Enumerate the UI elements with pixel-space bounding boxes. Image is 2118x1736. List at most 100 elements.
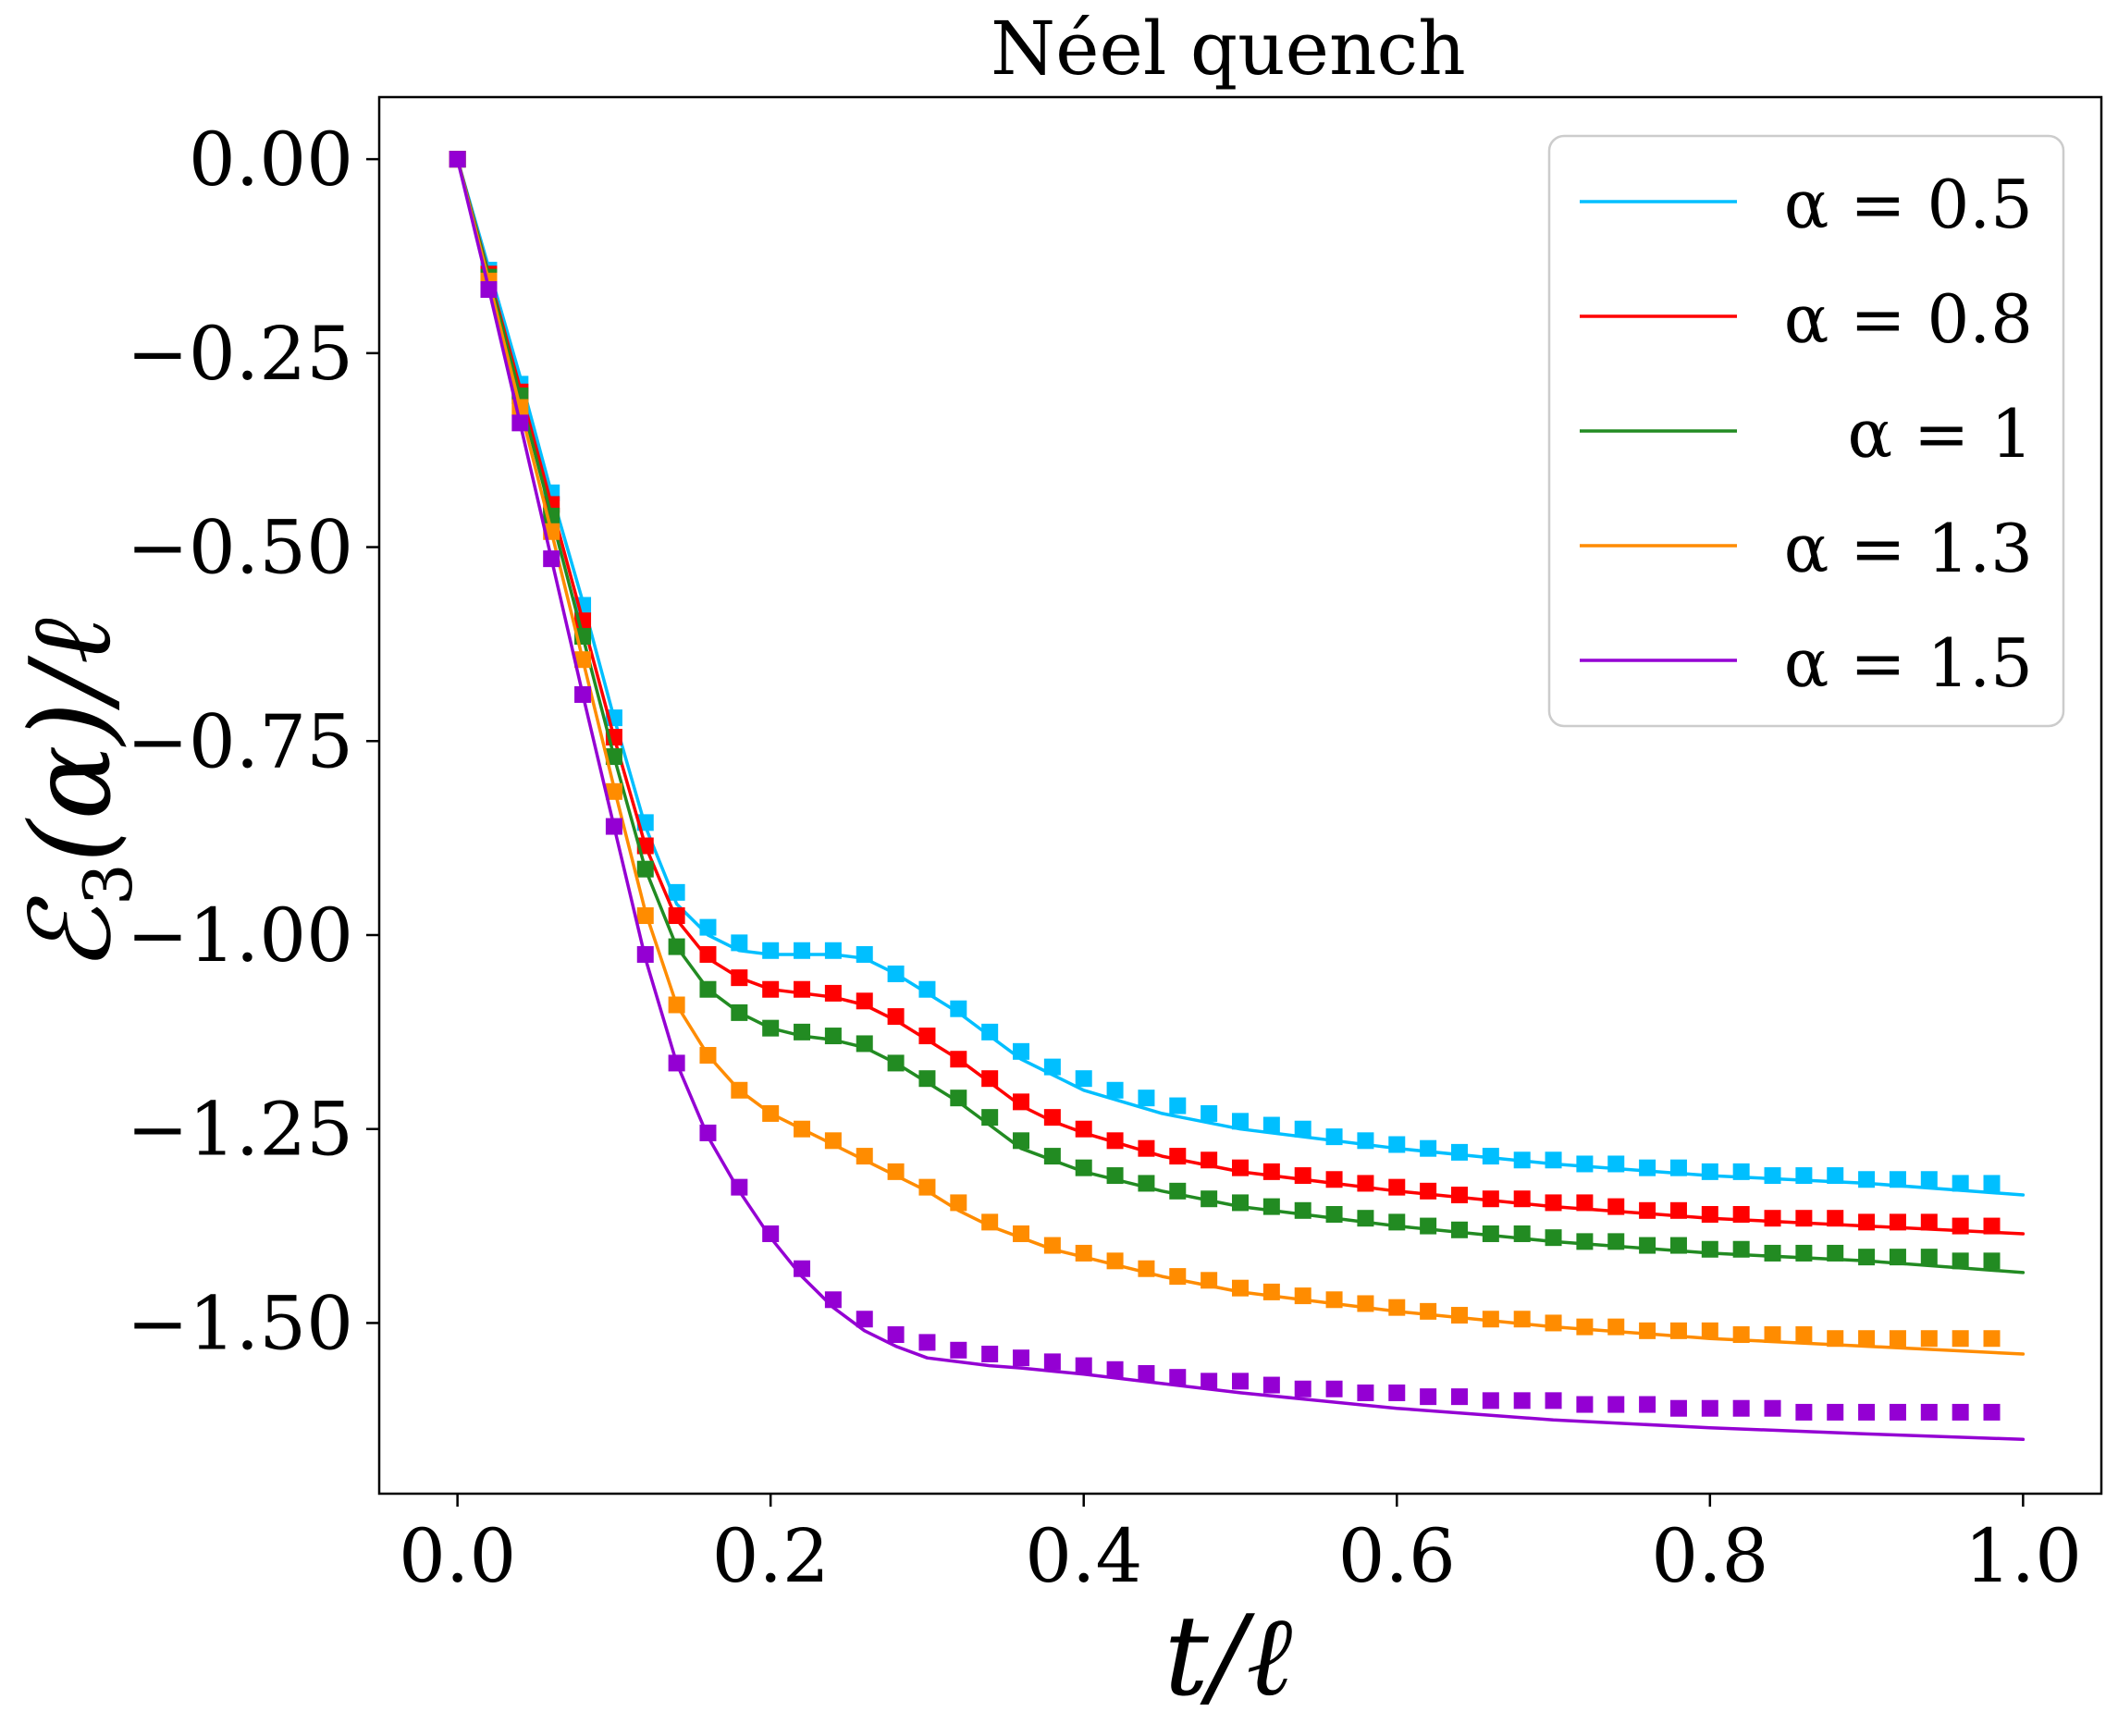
series-point <box>1075 1357 1092 1374</box>
series-point <box>950 1194 967 1212</box>
series-point <box>1138 1364 1155 1382</box>
x-tick-label: 0.8 <box>1651 1513 1768 1599</box>
series-point <box>794 942 811 959</box>
series-point <box>1169 1369 1187 1386</box>
series-point <box>699 980 717 998</box>
series-point <box>1325 1128 1343 1146</box>
series-point <box>731 1003 748 1021</box>
series-point <box>699 1124 717 1141</box>
y-tick-label: −0.25 <box>127 311 353 397</box>
series-point <box>1795 1167 1813 1185</box>
series-point <box>762 980 780 998</box>
series-point <box>1607 1318 1625 1336</box>
series-point <box>1639 1396 1656 1413</box>
series-point <box>981 1023 999 1040</box>
series-point <box>918 1178 936 1196</box>
series-point <box>794 980 811 998</box>
series-point <box>668 883 685 901</box>
x-axis-label: t/ℓ <box>1164 1593 1293 1721</box>
x-tick-label: 0.6 <box>1338 1513 1456 1599</box>
series-point <box>636 907 654 925</box>
series-point <box>1639 1237 1656 1254</box>
y-tick-label: −0.75 <box>127 698 353 784</box>
series-point <box>1388 1384 1406 1401</box>
series-point <box>636 945 654 963</box>
series-point <box>699 918 717 936</box>
series-point <box>1827 1330 1844 1348</box>
series-point <box>1201 1272 1218 1289</box>
legend-item: α = 0.8 <box>1580 280 2033 358</box>
y-tick-label: 0.00 <box>189 117 353 203</box>
series-point <box>1858 1403 1876 1421</box>
series-point <box>1450 1388 1468 1406</box>
series-point <box>1294 1380 1311 1397</box>
series-line <box>455 157 2026 1274</box>
series-point <box>511 414 529 432</box>
y-tick-label: −1.25 <box>127 1087 353 1173</box>
series-point <box>1952 1217 1969 1235</box>
series-point <box>1607 1233 1625 1250</box>
series-point <box>1388 1299 1406 1316</box>
legend-label: α = 1 <box>1847 395 2033 473</box>
series-point <box>794 1023 811 1040</box>
series-point <box>1669 1322 1687 1339</box>
series-point <box>731 1178 748 1196</box>
series-point <box>668 1054 685 1072</box>
series-point <box>1013 1225 1030 1242</box>
series-point <box>1106 1360 1124 1378</box>
legend-label: α = 1.5 <box>1784 624 2033 702</box>
series-point <box>887 1326 905 1344</box>
series-point <box>699 945 717 963</box>
series-point <box>1043 1237 1061 1254</box>
legend-label: α = 0.8 <box>1784 280 2033 358</box>
x-tick-label: 0.2 <box>712 1513 830 1599</box>
series-point <box>887 1163 905 1180</box>
series-point <box>887 965 905 982</box>
series-point <box>699 1047 717 1065</box>
series-point <box>731 1081 748 1099</box>
series-point <box>762 1225 780 1242</box>
series-point <box>1201 1190 1218 1208</box>
series-point <box>1357 1210 1374 1227</box>
series-point <box>1576 1155 1594 1173</box>
series-point <box>1201 1104 1218 1122</box>
y-tick-label: −0.50 <box>127 505 353 591</box>
series-point <box>1576 1318 1594 1336</box>
series-point <box>1106 1252 1124 1270</box>
series-point <box>668 907 685 925</box>
series-point <box>1669 1201 1687 1219</box>
series-point <box>1889 1171 1906 1188</box>
series-point <box>1607 1198 1625 1215</box>
series-point <box>1169 1182 1187 1200</box>
chart-title: Néel quench <box>991 6 1466 92</box>
legend-item: α = 1 <box>1580 395 2033 473</box>
series-point <box>1983 1175 2001 1192</box>
series-point <box>1858 1213 1876 1231</box>
y-axis: 0.00 −0.25 −0.50 −0.75 −1.00 −1.25 −1.50 <box>127 117 379 1366</box>
series-point <box>1827 1403 1844 1421</box>
series-point <box>1669 1399 1687 1417</box>
series-point <box>1325 1291 1343 1309</box>
series-point <box>1262 1198 1280 1215</box>
series-point <box>1357 1384 1374 1401</box>
series-point <box>856 992 873 1010</box>
series-point <box>1669 1237 1687 1254</box>
series-point <box>1075 1070 1092 1088</box>
series-line <box>455 157 2026 1197</box>
series-point <box>1232 1279 1249 1297</box>
series-point <box>1262 1116 1280 1134</box>
series-point <box>1545 1229 1562 1247</box>
series-point <box>1639 1322 1656 1339</box>
series-point <box>1201 1373 1218 1390</box>
series-point <box>1043 1148 1061 1165</box>
series-point <box>918 1070 936 1088</box>
series-point <box>449 151 466 168</box>
series-point <box>1732 1163 1750 1180</box>
series-point <box>1545 1151 1562 1169</box>
series-point <box>1357 1132 1374 1150</box>
series-point <box>605 748 622 766</box>
series-point <box>731 969 748 987</box>
series-point <box>636 860 654 878</box>
series-point <box>1513 1225 1531 1242</box>
series-point <box>1450 1187 1468 1204</box>
